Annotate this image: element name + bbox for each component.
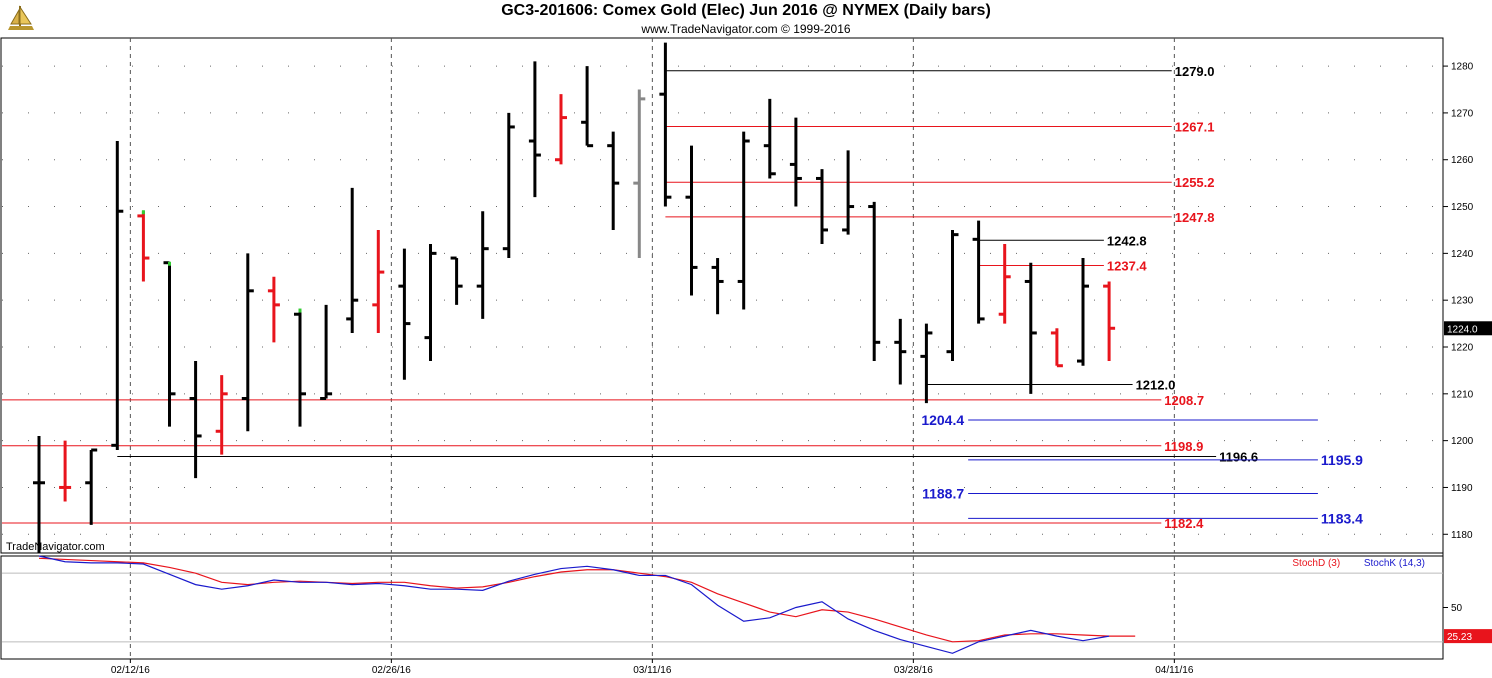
last-price-label: 1224.0 bbox=[1447, 324, 1478, 335]
price-tick-label: 1220 bbox=[1451, 343, 1474, 354]
price-tick-label: 1190 bbox=[1451, 483, 1473, 494]
ohlc-bar bbox=[1050, 328, 1063, 368]
ohlc-bar bbox=[789, 117, 802, 207]
ohlc-bar bbox=[685, 145, 698, 296]
ohlc-bar bbox=[294, 308, 306, 427]
ohlc-bar bbox=[424, 244, 437, 362]
ohlc-bar bbox=[398, 248, 411, 380]
ohlc-bar bbox=[868, 201, 881, 362]
date-tick-label: 03/28/16 bbox=[894, 665, 933, 676]
ohlc-bar bbox=[241, 253, 254, 432]
ohlc-bar bbox=[1077, 258, 1089, 366]
date-axis: 02/12/16 02/26/16 03/11/16 03/28/16 04/11/16 bbox=[111, 659, 1194, 676]
ohlc-bar bbox=[1103, 281, 1116, 362]
ohlc-bar bbox=[763, 98, 776, 179]
chart-title: GC3-201606: Comex Gold (Elec) Jun 2016 @… bbox=[501, 2, 991, 19]
level-label: 1237.4 bbox=[1107, 259, 1148, 274]
price-tick-label: 1280 bbox=[1451, 62, 1474, 73]
ohlc-bar bbox=[502, 112, 515, 259]
level-label: 1196.6 bbox=[1219, 450, 1258, 465]
ohlc-bar bbox=[581, 66, 594, 148]
ohlc-bar bbox=[450, 256, 463, 305]
ohlc-bar bbox=[920, 323, 933, 404]
ohlc-bar bbox=[189, 361, 202, 479]
stoch-tick-label: 50 bbox=[1451, 603, 1463, 614]
level-label: 1195.9 bbox=[1321, 452, 1363, 468]
level-label: 1183.4 bbox=[1321, 510, 1363, 526]
level-label: 1279.0 bbox=[1175, 64, 1215, 79]
ohlc-bar bbox=[320, 304, 333, 400]
price-tick-label: 1240 bbox=[1451, 249, 1474, 260]
ohlc-bar bbox=[711, 258, 724, 315]
ohlc-bar bbox=[607, 131, 620, 230]
ohlc-bar bbox=[528, 61, 541, 198]
ohlc-bar bbox=[659, 42, 672, 207]
stoch-legend: StochK (14,3) StochD (3) bbox=[1292, 558, 1425, 569]
ohlc-bar bbox=[346, 187, 359, 333]
last-stoch-box bbox=[1444, 629, 1492, 644]
ohlc-bar bbox=[946, 229, 959, 362]
ohlc-bar bbox=[894, 318, 907, 385]
price-tick-label: 1230 bbox=[1451, 296, 1474, 307]
level-label: 1208.7 bbox=[1164, 393, 1204, 408]
bar-green-marker bbox=[141, 210, 145, 215]
ohlc-bar bbox=[998, 244, 1011, 324]
ohlc-bar bbox=[163, 261, 176, 427]
ohlc-bar bbox=[267, 276, 280, 343]
ohlc-bar bbox=[215, 375, 228, 455]
last-stoch-label: 25.23 bbox=[1447, 632, 1472, 643]
ohlc-bar bbox=[555, 94, 567, 165]
level-label: 1198.9 bbox=[1164, 439, 1203, 454]
level-label: 1242.8 bbox=[1107, 233, 1147, 248]
ohlc-bar bbox=[972, 220, 985, 324]
ohlc-bar bbox=[111, 141, 124, 450]
stoch-legend-item: StochD (3) bbox=[1292, 558, 1340, 569]
stochastic-lines bbox=[2, 555, 1443, 654]
price-tick-label: 1210 bbox=[1451, 389, 1474, 400]
bar-green-marker bbox=[168, 261, 171, 266]
ohlc-bar bbox=[737, 131, 750, 310]
level-label: 1182.4 bbox=[1164, 516, 1204, 531]
stoch-k-line bbox=[38, 555, 1110, 654]
ohlc-bar bbox=[59, 440, 72, 502]
stoch-axis: 50 25.23 bbox=[1443, 603, 1492, 644]
chart-subtitle: www.TradeNavigator.com © 1999-2016 bbox=[641, 22, 851, 36]
bar-green-marker bbox=[298, 308, 302, 313]
stoch-d-line bbox=[38, 557, 1136, 643]
ohlc-bar bbox=[85, 448, 98, 525]
ohlc-bar bbox=[33, 435, 45, 553]
ohlc-bar bbox=[816, 169, 828, 244]
price-levels: 1279.0 1267.1 1255.2 1247.8 1242.8 1237.4 1212… bbox=[2, 64, 1363, 531]
price-panel-frame bbox=[0, 37, 1444, 554]
stoch-legend-item: StochK (14,3) bbox=[1364, 558, 1425, 569]
price-tick-label: 1260 bbox=[1451, 155, 1474, 166]
ohlc-bar bbox=[842, 150, 855, 235]
ohlc-bar bbox=[476, 211, 489, 319]
date-tick-label: 04/11/16 bbox=[1155, 665, 1194, 676]
price-tick-label: 1180 bbox=[1451, 530, 1473, 541]
ohlc-bars bbox=[33, 42, 1116, 553]
trade-navigator-logo-icon bbox=[8, 5, 34, 30]
level-label: 1188.7 bbox=[922, 486, 964, 502]
price-tick-label: 1250 bbox=[1451, 202, 1474, 213]
price-axis: 1180 1190 1200 1210 1220 1230 1240 1250 1260 1270… bbox=[1443, 62, 1492, 541]
level-label: 1204.4 bbox=[921, 412, 964, 428]
ohlc-bar bbox=[372, 229, 385, 333]
price-tick-label: 1200 bbox=[1451, 436, 1474, 447]
date-tick-label: 02/12/16 bbox=[111, 665, 150, 676]
level-label: 1247.8 bbox=[1175, 210, 1215, 225]
ohlc-bar bbox=[633, 89, 646, 259]
price-tick-label: 1270 bbox=[1451, 108, 1474, 119]
ohlc-bar bbox=[137, 210, 150, 282]
watermark: TradeNavigator.com bbox=[6, 541, 105, 553]
level-label: 1267.1 bbox=[1175, 119, 1215, 134]
level-label: 1255.2 bbox=[1175, 175, 1215, 190]
last-price-box bbox=[1444, 321, 1492, 336]
level-label: 1212.0 bbox=[1136, 377, 1176, 392]
ohlc-bar bbox=[1024, 262, 1037, 394]
date-tick-label: 02/26/16 bbox=[372, 665, 411, 676]
date-tick-label: 03/11/16 bbox=[633, 665, 672, 676]
